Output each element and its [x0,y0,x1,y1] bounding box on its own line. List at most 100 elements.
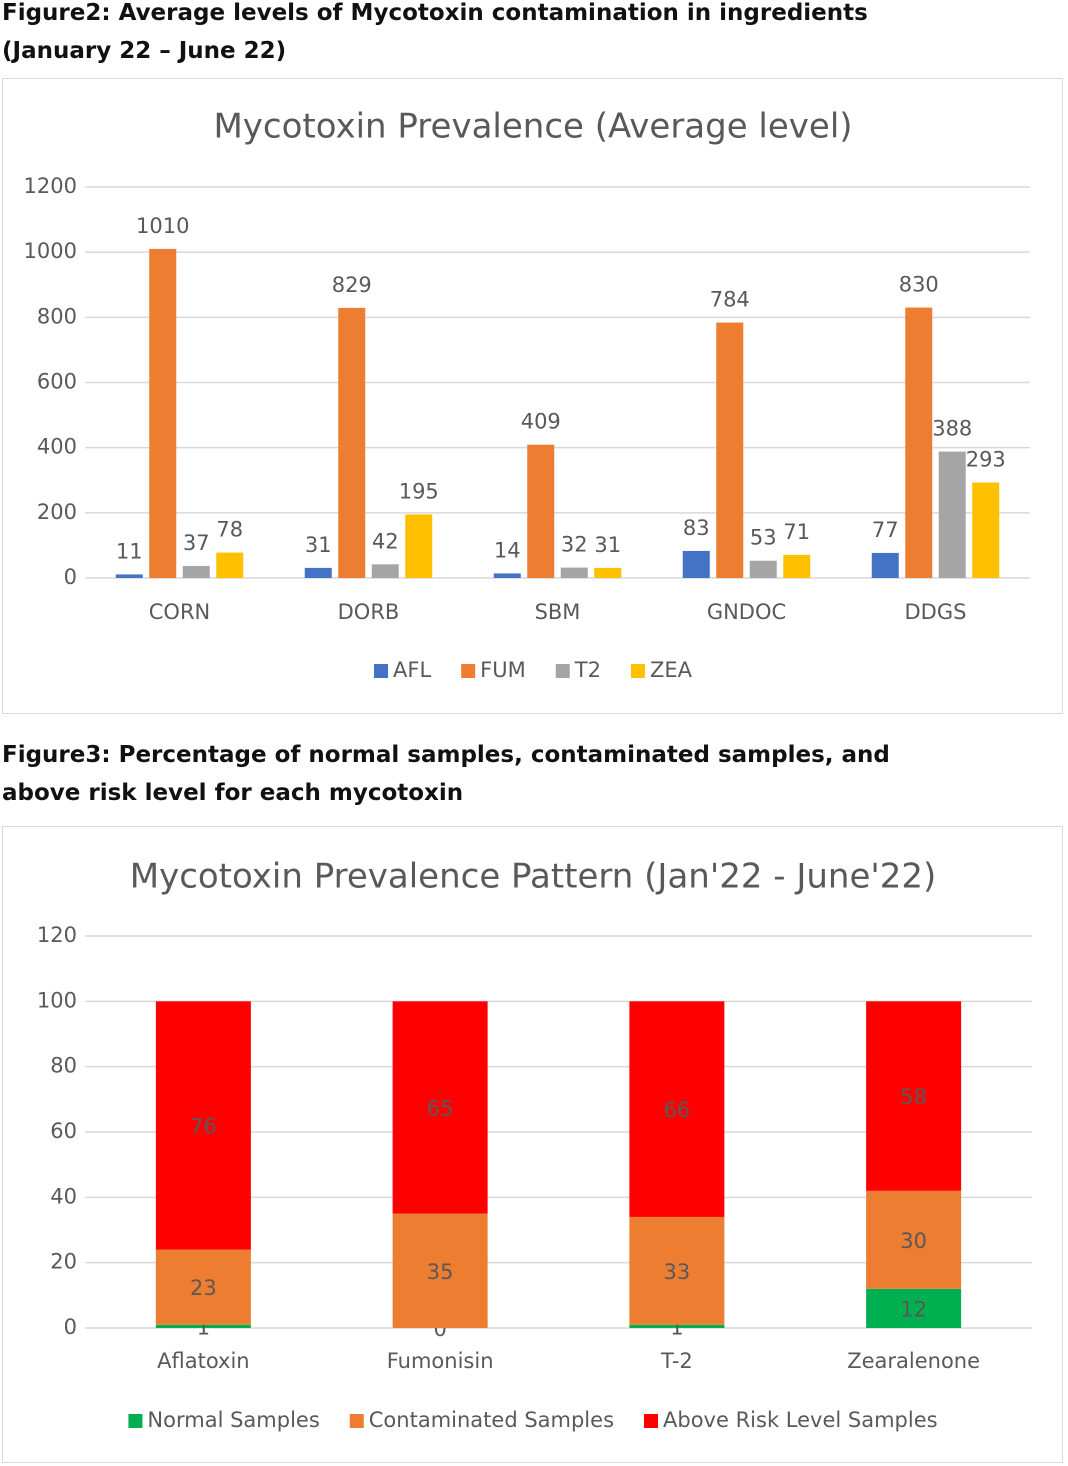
data-label: 37 [183,531,210,555]
x-tick-label: T-2 [660,1349,693,1373]
bar-segment [392,1001,488,1214]
data-label: 830 [899,273,939,297]
data-label: 65 [427,1097,454,1121]
y-tick-label: 120 [37,923,77,947]
bar [182,565,210,578]
data-label: 78 [216,518,243,542]
legend-label: Above Risk Level Samples [663,1408,938,1432]
data-label: 32 [561,533,588,557]
bar [972,482,1000,578]
data-label: 76 [190,1114,217,1138]
bar-segment [629,1001,725,1217]
chart-frame [2,78,1063,714]
data-label: 35 [427,1260,454,1284]
legend-label: AFL [393,658,431,682]
data-label: 14 [494,538,521,562]
legend-marker [461,664,476,678]
legend-marker [555,664,570,678]
legend-marker [644,1414,659,1428]
bar-segment [155,1324,251,1328]
bar [527,444,555,578]
data-label: 195 [399,479,439,503]
chart: Mycotoxin Prevalence Pattern (Jan'22 - J… [2,826,1063,1463]
y-tick-label: 400 [37,435,77,459]
data-label: 23 [190,1276,217,1300]
y-tick-label: 20 [50,1250,77,1274]
data-label: 1010 [136,214,189,238]
chart: Mycotoxin Prevalence (Average level) 0 200… [2,78,1063,714]
y-tick-label: 0 [64,1315,77,1339]
bar-segment [866,1288,962,1328]
data-label: 58 [900,1085,927,1109]
bar-segment [155,1001,251,1250]
y-tick-label: 1200 [24,174,77,198]
data-label: 66 [664,1098,691,1122]
chart-title: Mycotoxin Prevalence (Average level) [213,107,852,147]
data-label: 293 [966,448,1006,472]
data-label: 388 [932,417,972,441]
y-tick-label: 80 [50,1054,77,1078]
legend-label: FUM [480,658,526,682]
bar [594,567,622,578]
y-tick-label: 0 [64,565,77,589]
data-label: 42 [372,529,399,553]
data-label: 33 [664,1260,691,1284]
x-tick-label: SBM [535,600,581,624]
bar [115,574,143,578]
bar [216,552,244,578]
x-tick-label: CORN [149,600,211,624]
data-label: 409 [521,410,561,434]
data-label: 31 [305,533,332,557]
data-label: 83 [683,516,710,540]
x-tick-label: Zearalenone [847,1349,980,1373]
legend-marker [374,664,389,678]
y-tick-label: 60 [50,1119,77,1143]
bar [905,307,933,578]
bar [493,573,521,578]
bar [338,307,366,578]
data-label: 829 [332,273,372,297]
x-tick-label: GNDOC [707,600,786,624]
legend-marker [349,1414,364,1428]
y-tick-label: 40 [50,1184,77,1208]
bar-segment [866,1190,962,1289]
bar-segment [629,1216,725,1325]
legend-marker [128,1414,143,1428]
legend: Normal Samples Contaminated Samples Above … [128,1408,938,1432]
bar [871,552,899,578]
bar [682,550,710,578]
bar [304,567,332,578]
legend-label: Normal Samples [147,1408,319,1432]
legend: AFL FUM T2 ZEA [374,658,693,682]
y-tick-label: 100 [37,988,77,1012]
bar [938,451,966,578]
data-label: 12 [900,1297,927,1321]
legend-label: ZEA [650,658,693,682]
bar [783,554,811,578]
x-tick-label: Aflatoxin [157,1349,249,1373]
bar [749,560,777,578]
figure-caption: Figure2: Average levels of Mycotoxin con… [2,0,868,64]
data-label: 784 [710,288,750,312]
x-tick-label: Fumonisin [387,1349,494,1373]
x-tick-label: DORB [338,600,400,624]
legend-marker [630,664,645,678]
bar [149,248,177,579]
bar-segment [392,1213,488,1328]
y-tick-label: 200 [37,500,77,524]
bar [405,514,433,578]
y-tick-label: 1000 [24,239,77,263]
bar [716,322,744,578]
bar [560,567,588,578]
data-label: 71 [783,520,810,544]
y-tick-label: 600 [37,370,77,394]
figure-caption: Figure3: Percentage of normal samples, c… [2,742,890,806]
data-label: 77 [872,518,899,542]
bar-segment [629,1324,725,1328]
bar-segment [155,1249,251,1325]
x-tick-label: DDGS [905,600,967,624]
bar [371,564,399,578]
bar-segment [866,1001,962,1191]
legend-label: Contaminated Samples [369,1408,614,1432]
